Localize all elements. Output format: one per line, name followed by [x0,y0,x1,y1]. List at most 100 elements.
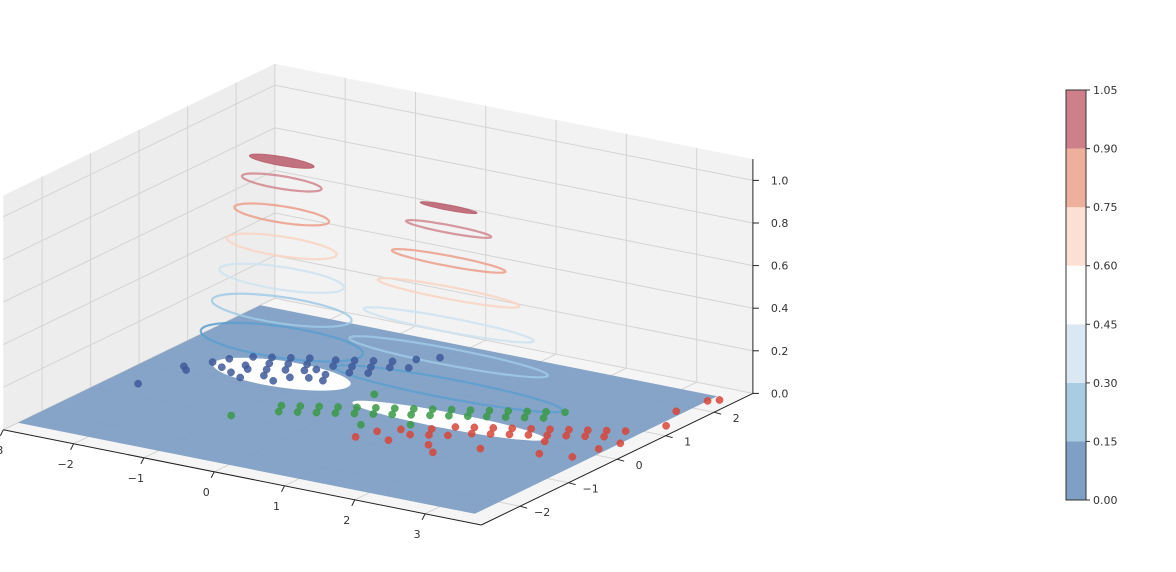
scatter-point [524,431,533,439]
y-tick-label: 1 [684,436,691,449]
colorbar-tick-label: 0.30 [1093,377,1118,390]
y-axis-tick [568,482,576,486]
grid-line-z-back [274,169,753,267]
contour-ring-1 [248,153,315,169]
scatter-point [451,423,460,431]
scatter-point [562,431,571,440]
contour-ring-0-15 [199,321,364,363]
scatter-point [227,411,236,420]
scatter-point [249,353,257,361]
colorbar-tick-label: 0.60 [1093,260,1118,273]
contour-ring-0-75 [233,202,331,227]
x-axis-tick [281,485,285,493]
scatter-point [715,396,724,404]
grid-line-z-side [3,169,276,303]
x-tick-label: 1 [273,500,280,513]
x-tick-label: 2 [343,514,350,527]
scatter-point [300,366,309,375]
scatter-point [134,379,142,388]
grid-line-z-side [3,297,276,431]
grid-line-z-back [274,84,753,181]
scatter-point [269,376,278,385]
y-axis-line [481,392,754,526]
scatter-point [304,374,313,382]
contour-layer [199,153,564,414]
contour-ring-1 [419,201,478,215]
scatter-point [243,365,252,373]
scatter-point [404,364,413,372]
scatter-point [385,363,394,372]
z-tick-label: 1.0 [771,174,789,187]
x-axis-line [3,429,482,526]
scatter-point [539,414,548,422]
scatter-point [520,413,529,422]
scatter-point [600,432,608,441]
scatter-point [260,371,268,380]
scatter-point [345,368,354,377]
colorbar-tick-label: 0.45 [1093,318,1118,331]
scatter-point [293,408,302,416]
colorbar-tick-label: 0.00 [1093,494,1118,507]
y-tick-label: −1 [582,483,598,496]
contour-ring-0-45 [218,262,346,294]
contour-ring-0-75 [390,248,507,274]
scatter-point [561,408,569,417]
contour-ring-0-9 [240,172,323,193]
contour-ring-0-9 [405,219,493,239]
colorbar-outline [1065,89,1087,501]
scatter-point [444,431,452,440]
scatter-point [312,408,321,417]
z-tick-label: 0.2 [771,345,789,358]
contour-ring-0-3 [210,292,353,328]
scatter-point [445,411,453,420]
colorbar-band [1066,207,1086,266]
grid-line-z-back [274,297,753,394]
y-axis-tick [714,411,722,415]
scatter-point [486,430,495,438]
scatter-point [406,420,415,429]
scatter-point [384,436,393,445]
grid-line-z-side [3,84,276,218]
scatter-point [429,448,437,457]
y-tick-label: 2 [733,412,740,425]
back-pane [274,63,753,394]
grid-line-z-back [274,127,753,224]
z-tick-label: 0.0 [771,387,789,400]
grid-line-z-back [274,212,753,309]
colorbar-tick-label: 0.15 [1093,435,1118,448]
scatter-point [703,397,712,405]
scatter-layer [134,353,724,461]
y-tick-label: 0 [636,459,643,472]
scatter-point [672,407,681,416]
scatter-point [281,366,290,374]
scatter-point [535,449,544,458]
colorbar-band [1066,90,1086,149]
scatter-point [225,354,234,363]
scatter-point [436,353,444,362]
scatter-point [476,444,485,453]
x-tick-label: −1 [128,472,144,485]
scatter-point [357,420,365,429]
colorbar-band [1066,148,1086,208]
scatter-point [217,363,226,372]
contour-ring-0-45 [362,306,535,344]
scatter-point [369,410,378,418]
y-tick-label: −2 [534,506,550,519]
scatter-point [426,411,434,420]
scatter-point [412,355,421,364]
scatter-point [331,409,340,417]
scatter-point [621,427,630,435]
scatter-point [424,440,433,449]
scatter-point [373,427,381,436]
y-axis-tick [520,505,528,509]
x-axis-tick [140,457,145,465]
scatter-point [351,433,360,441]
y-axis-tick [617,458,625,462]
scatter-point [540,437,549,446]
scatter-point [319,376,327,385]
contour-ring-0-3 [348,335,549,379]
x-tick-label: −2 [57,458,73,471]
scatter-point [406,430,414,439]
scatter-point [329,362,337,370]
colorbar-band [1066,265,1086,325]
